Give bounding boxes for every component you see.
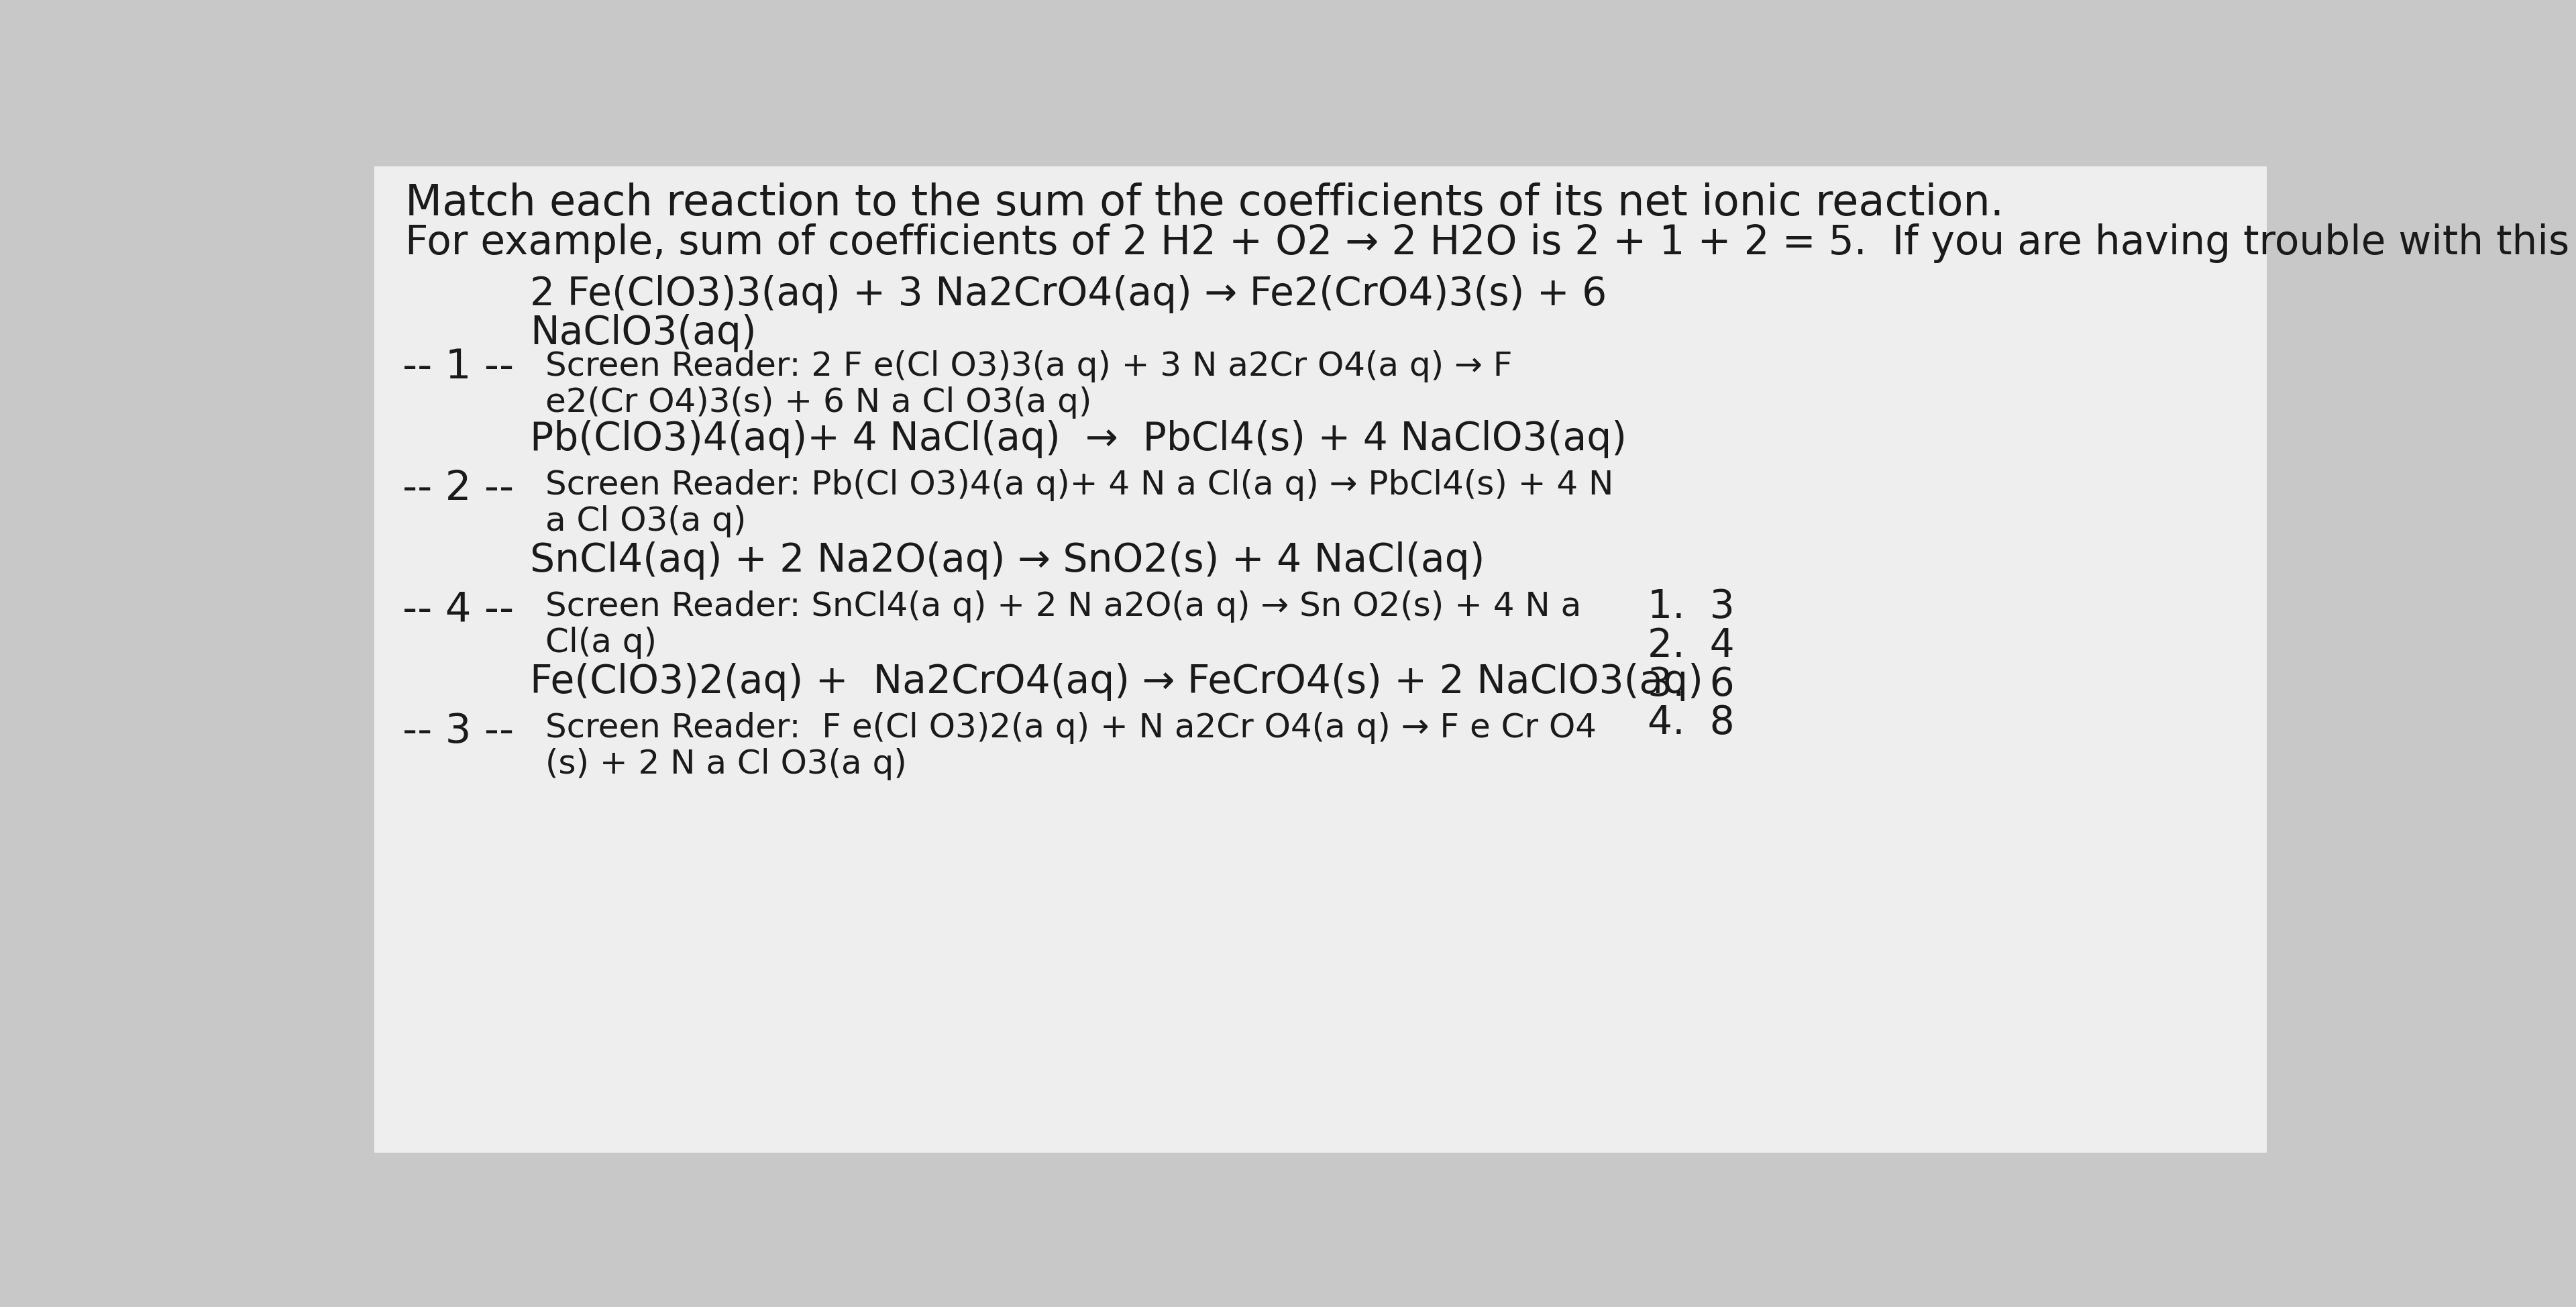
- FancyBboxPatch shape: [374, 167, 2267, 1153]
- Text: a Cl O3(a q): a Cl O3(a q): [546, 505, 747, 537]
- Text: Cl(a q): Cl(a q): [546, 626, 657, 659]
- Text: For example, sum of coefficients of 2 H2 + O2 → 2 H2O is 2 + 1 + 2 = 5.  If you : For example, sum of coefficients of 2 H2…: [404, 223, 2576, 263]
- Text: Fe(ClO3)2(aq) +  Na2CrO4(aq) → FeCrO4(s) + 2 NaClO3(aq): Fe(ClO3)2(aq) + Na2CrO4(aq) → FeCrO4(s) …: [531, 663, 1703, 701]
- Text: Screen Reader: 2 F e(Cl O3)3(a q) + 3 N a2Cr O4(a q) → F: Screen Reader: 2 F e(Cl O3)3(a q) + 3 N …: [546, 350, 1512, 382]
- Text: Match each reaction to the sum of the coefficients of its net ionic reaction.: Match each reaction to the sum of the co…: [404, 182, 2004, 223]
- Text: 1.  3: 1. 3: [1649, 587, 1734, 626]
- Text: 2 Fe(ClO3)3(aq) + 3 Na2CrO4(aq) → Fe2(CrO4)3(s) + 6: 2 Fe(ClO3)3(aq) + 3 Na2CrO4(aq) → Fe2(Cr…: [531, 274, 1607, 314]
- Text: -- 4 --: -- 4 --: [402, 589, 515, 630]
- Text: Screen Reader: Pb(Cl O3)4(a q)+ 4 N a Cl(a q) → PbCl4(s) + 4 N: Screen Reader: Pb(Cl O3)4(a q)+ 4 N a Cl…: [546, 469, 1613, 501]
- Text: -- 3 --: -- 3 --: [402, 711, 515, 752]
- Text: -- 1 --: -- 1 --: [402, 348, 515, 387]
- Text: -- 2 --: -- 2 --: [402, 469, 515, 508]
- Text: SnCl4(aq) + 2 Na2O(aq) → SnO2(s) + 4 NaCl(aq): SnCl4(aq) + 2 Na2O(aq) → SnO2(s) + 4 NaC…: [531, 541, 1484, 579]
- Text: Screen Reader:  F e(Cl O3)2(a q) + N a2Cr O4(a q) → F e Cr O4: Screen Reader: F e(Cl O3)2(a q) + N a2Cr…: [546, 711, 1597, 744]
- Text: NaClO3(aq): NaClO3(aq): [531, 314, 757, 352]
- Text: e2(Cr O4)3(s) + 6 N a Cl O3(a q): e2(Cr O4)3(s) + 6 N a Cl O3(a q): [546, 386, 1092, 418]
- Text: (s) + 2 N a Cl O3(a q): (s) + 2 N a Cl O3(a q): [546, 748, 907, 780]
- Text: Pb(ClO3)4(aq)+ 4 NaCl(aq)  →  PbCl4(s) + 4 NaClO3(aq): Pb(ClO3)4(aq)+ 4 NaCl(aq) → PbCl4(s) + 4…: [531, 420, 1628, 457]
- Text: 4.  8: 4. 8: [1649, 703, 1734, 742]
- Text: 2.  4: 2. 4: [1649, 626, 1734, 664]
- Text: Screen Reader: SnCl4(a q) + 2 N a2O(a q) → Sn O2(s) + 4 N a: Screen Reader: SnCl4(a q) + 2 N a2O(a q)…: [546, 589, 1582, 622]
- Text: 3.  6: 3. 6: [1649, 665, 1734, 703]
